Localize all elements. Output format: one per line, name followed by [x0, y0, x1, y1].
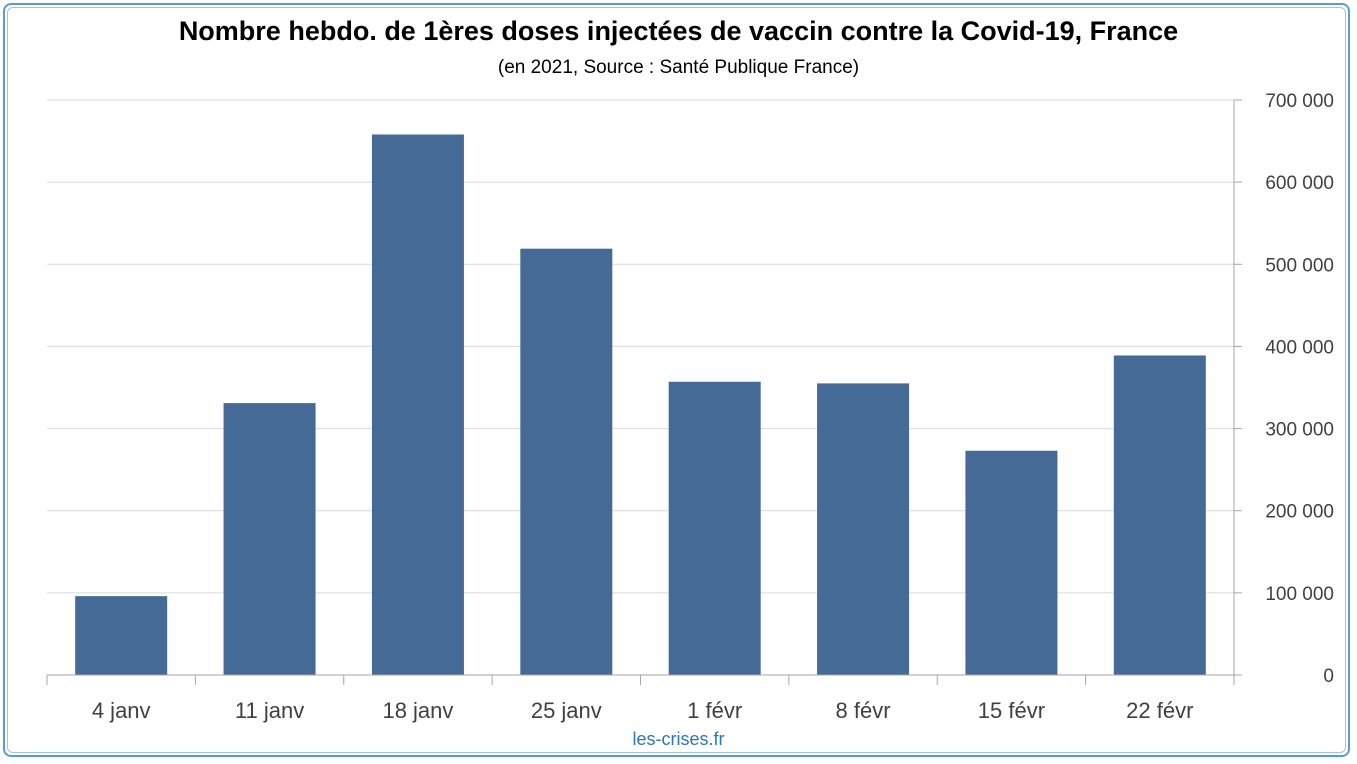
chart-frame-inner: [7, 7, 1346, 753]
y-tick-label: 600 000: [1265, 173, 1334, 194]
chart-subtitle: (en 2021, Source : Santé Publique France…: [497, 57, 860, 78]
bar: [965, 450, 1058, 675]
x-tick-labels: 4 janv 11 janv 18 janv 25 janv 1 févr 8 févr 1…: [92, 698, 1194, 723]
x-tick-label: 1 févr: [687, 698, 742, 723]
bar: [520, 248, 613, 675]
bar: [75, 596, 168, 675]
x-tick-label: 8 févr: [836, 698, 891, 723]
axes: [46, 99, 1242, 685]
y-tick-label: 500 000: [1265, 255, 1334, 276]
y-tick-label: 400 000: [1265, 337, 1334, 358]
y-tick-label: 100 000: [1265, 584, 1334, 605]
chart-title: Nombre hebdo. de 1ères doses injectées d…: [178, 16, 1179, 46]
x-tick-label: 11 janv: [235, 698, 304, 723]
y-tick-label: 200 000: [1265, 502, 1334, 523]
bars: [75, 134, 1206, 675]
x-tick-label: 15 févr: [978, 698, 1045, 723]
chart-frame: [3, 3, 1350, 757]
bar: [371, 134, 464, 675]
y-tick-label: 300 000: [1265, 420, 1334, 441]
bar: [1113, 355, 1206, 675]
x-tick-label: 4 janv: [92, 698, 151, 723]
y-tick-label: 700 000: [1265, 91, 1334, 112]
bar: [223, 403, 316, 675]
x-tick-label: 18 janv: [382, 698, 453, 723]
x-tick-label: 25 janv: [531, 698, 602, 723]
x-tick-label: 22 févr: [1126, 698, 1193, 723]
source-credit: les-crises.fr: [632, 729, 725, 749]
y-tick-labels: 0 100 000 200 000 300 000 400 000 500 000 600 …: [1265, 91, 1334, 687]
y-tick-label: 0: [1323, 666, 1334, 687]
bar: [668, 381, 761, 675]
bar: [817, 383, 910, 675]
